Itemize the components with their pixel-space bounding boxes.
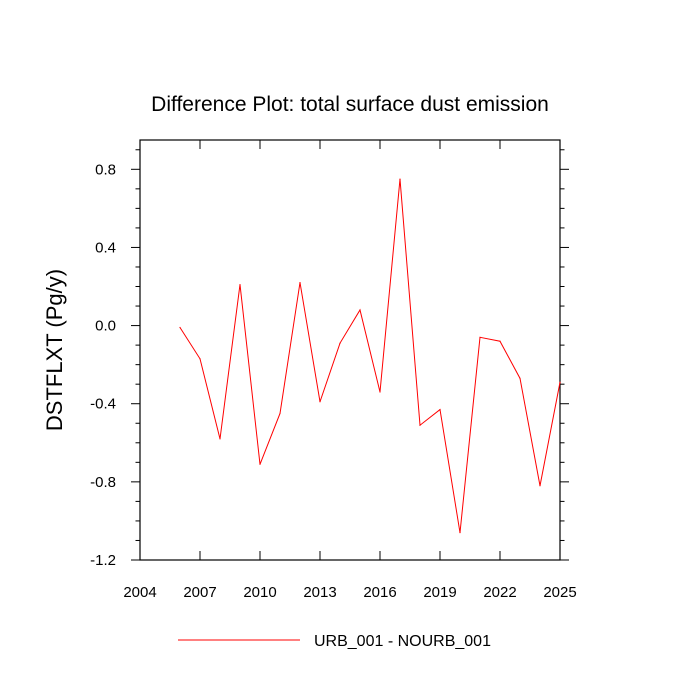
legend: URB_001 - NOURB_001 — [178, 633, 491, 650]
data-point — [539, 485, 541, 487]
x-tick-label: 2022 — [483, 584, 516, 601]
data-point — [379, 391, 381, 393]
x-tick-label: 2007 — [183, 584, 216, 601]
x-tick-label: 2025 — [543, 584, 576, 601]
data-point — [499, 340, 501, 342]
axis-ticks — [131, 140, 569, 561]
y-tick-label: -1.2 — [90, 552, 116, 569]
y-tick-label: 0.4 — [95, 239, 116, 256]
x-tick-label: 2019 — [423, 584, 456, 601]
data-point — [279, 412, 281, 415]
data-point — [419, 424, 421, 426]
y-axis-label: DSTFLXT (Pg/y) — [42, 269, 67, 431]
legend-label: URB_001 - NOURB_001 — [314, 633, 491, 650]
series-line — [179, 179, 561, 533]
data-point — [559, 381, 561, 383]
data-point — [459, 532, 461, 534]
axis-tick-labels: 2004 2007 2010 2013 2016 2019 2022 2025 -1.2 -0.8… — [90, 161, 577, 601]
data-point — [299, 282, 301, 284]
plot-frame — [139, 139, 561, 561]
y-tick-label: -0.8 — [90, 474, 116, 491]
y-tick-label: 0.0 — [95, 318, 116, 335]
chart-title: Difference Plot: total surface dust emis… — [151, 93, 549, 116]
x-tick-label: 2004 — [123, 584, 156, 601]
data-point — [439, 408, 441, 411]
data-point — [239, 283, 241, 286]
data-point — [259, 463, 261, 465]
x-tick-label: 2013 — [303, 584, 336, 601]
y-tick-label: 0.8 — [95, 161, 116, 178]
data-point — [399, 178, 401, 180]
data-point — [479, 336, 481, 338]
data-point — [319, 401, 321, 403]
data-point — [179, 326, 181, 329]
data-point — [199, 358, 201, 360]
x-tick-label: 2010 — [243, 584, 276, 601]
data-point — [219, 438, 221, 440]
series-layer — [179, 178, 561, 534]
data-point — [359, 309, 361, 311]
x-tick-label: 2016 — [363, 584, 396, 601]
data-point — [339, 342, 341, 344]
data-point — [519, 377, 521, 379]
y-tick-label: -0.4 — [90, 396, 116, 413]
